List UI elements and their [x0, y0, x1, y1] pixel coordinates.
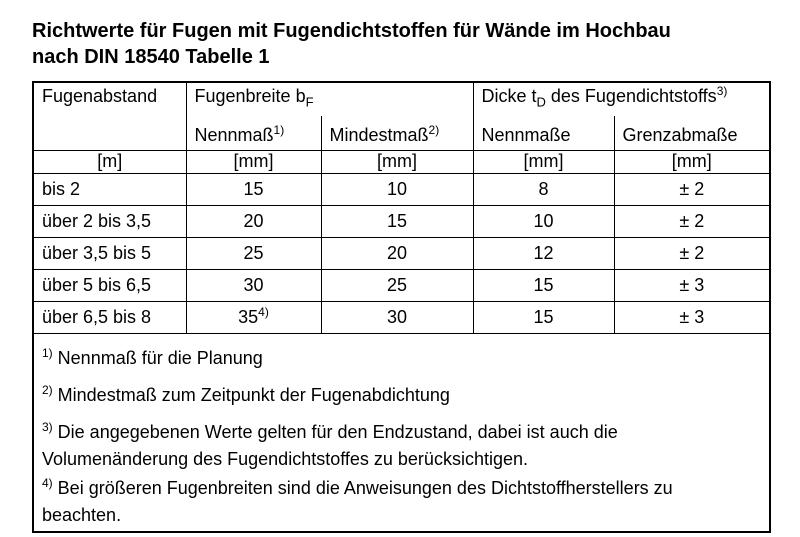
cell-dicke-nennmass: 10 [472, 204, 615, 238]
cell-nennmass-value: 35 [238, 306, 259, 327]
unit-nennmass: [mm] [185, 149, 322, 174]
din-18540-table: Fugenabstand Fugenbreite bF Dicke tD des… [32, 80, 772, 533]
footnote-3-text: Die angegebenen Werte gelten für den End… [42, 421, 618, 469]
header-mindestmass-footnote-ref: 2) [428, 122, 440, 137]
header-row-groups: Fugenabstand Fugenbreite bF Dicke tD des… [32, 81, 771, 151]
cell-nennmass: 30 [185, 268, 322, 302]
cell-mindestmass: 25 [320, 268, 474, 302]
table-row: über 6,5 bis 8 354) 30 15 ± 3 [32, 300, 771, 334]
cell-nennmass: 354) [185, 300, 322, 334]
footnotes-row: 1) Nennmaß für die Planung 2) Mindestmaß z… [32, 332, 771, 533]
header-dicke-text1: Dicke t [481, 85, 537, 106]
cell-dicke-nennmass: 15 [472, 300, 615, 334]
footnote-2: 2) Mindestmaß zum Zeitpunkt der Fugenabdi… [42, 382, 732, 409]
cell-nennmass-footnote-ref: 4) [258, 304, 269, 319]
header-fugenbreite-subscript: F [305, 94, 314, 110]
footnote-3-marker: 3) [42, 419, 53, 434]
cell-nennmass: 15 [185, 172, 322, 206]
header-nennmass-label: Nennmaß [194, 124, 274, 145]
unit-mindestmass: [mm] [320, 149, 474, 174]
table-row: über 2 bis 3,5 20 15 10 ± 2 [32, 204, 771, 238]
table-row: bis 2 15 10 8 ± 2 [32, 172, 771, 206]
cell-grenzabmass: ± 2 [613, 236, 771, 270]
footnote-2-text: Mindestmaß zum Zeitpunkt der Fugenabdich… [57, 384, 450, 405]
footnote-1: 1) Nennmaß für die Planung [42, 345, 732, 372]
header-fugenabstand: Fugenabstand [32, 81, 187, 151]
unit-dicke-nennmass: [mm] [472, 149, 615, 174]
unit-grenzabmass: [mm] [613, 149, 771, 174]
cell-mindestmass: 30 [320, 300, 474, 334]
header-dicke-subscript: D [536, 94, 546, 110]
cell-mindestmass: 15 [320, 204, 474, 238]
header-mindestmass-label: Mindestmaß [329, 124, 429, 145]
cell-grenzabmass: ± 2 [613, 204, 771, 238]
footnote-1-marker: 1) [42, 345, 53, 360]
header-dicke: Dicke tD des Fugendichtstoffs3) [472, 81, 771, 116]
header-mindestmass: Mindestmaß2) [320, 115, 474, 151]
cell-fugenabstand: über 3,5 bis 5 [32, 236, 187, 270]
header-nennmass-footnote-ref: 1) [273, 122, 285, 137]
header-fugenbreite: Fugenbreite bF [185, 81, 474, 116]
cell-mindestmass: 20 [320, 236, 474, 270]
footnote-2-marker: 2) [42, 382, 53, 397]
header-grenzabmasse: Grenzabmaße [613, 115, 771, 151]
cell-dicke-nennmass: 12 [472, 236, 615, 270]
header-dicke-footnote-ref: 3) [716, 83, 728, 98]
page-title-line1: Richtwerte für Fugen mit Fugendichtstoff… [32, 20, 671, 42]
footnote-1-text: Nennmaß für die Planung [57, 347, 263, 368]
footnote-4-text: Bei größeren Fugenbreiten sind die Anwei… [42, 477, 673, 525]
footnotes-block: 1) Nennmaß für die Planung 2) Mindestmaß z… [32, 332, 771, 533]
header-nennmasse: Nennmaße [472, 115, 615, 151]
cell-fugenabstand: bis 2 [32, 172, 187, 206]
header-dicke-text2: des Fugendichtstoffs [545, 85, 717, 106]
cell-mindestmass: 10 [320, 172, 474, 206]
header-fugenbreite-text: Fugenbreite b [194, 85, 306, 106]
cell-fugenabstand: über 5 bis 6,5 [32, 268, 187, 302]
footnote-3: 3) Die angegebenen Werte gelten für den E… [42, 419, 732, 473]
table-row: über 3,5 bis 5 25 20 12 ± 2 [32, 236, 771, 270]
page-title: Richtwerte für Fugen mit Fugendichtstoff… [32, 18, 770, 71]
cell-grenzabmass: ± 3 [613, 268, 771, 302]
cell-grenzabmass: ± 2 [613, 172, 771, 206]
cell-nennmass: 20 [185, 204, 322, 238]
table-row: über 5 bis 6,5 30 25 15 ± 3 [32, 268, 771, 302]
units-row: [m] [mm] [mm] [mm] [mm] [32, 149, 771, 174]
cell-dicke-nennmass: 8 [472, 172, 615, 206]
cell-fugenabstand: über 6,5 bis 8 [32, 300, 187, 334]
footnote-4: 4) Bei größeren Fugenbreiten sind die Anw… [42, 475, 732, 529]
unit-fugenabstand: [m] [32, 149, 187, 174]
cell-dicke-nennmass: 15 [472, 268, 615, 302]
cell-fugenabstand: über 2 bis 3,5 [32, 204, 187, 238]
cell-nennmass: 25 [185, 236, 322, 270]
page-title-line2: nach DIN 18540 Tabelle 1 [32, 46, 270, 69]
footnote-4-marker: 4) [42, 475, 53, 490]
header-nennmass: Nennmaß1) [185, 115, 322, 151]
cell-grenzabmass: ± 3 [613, 300, 771, 334]
